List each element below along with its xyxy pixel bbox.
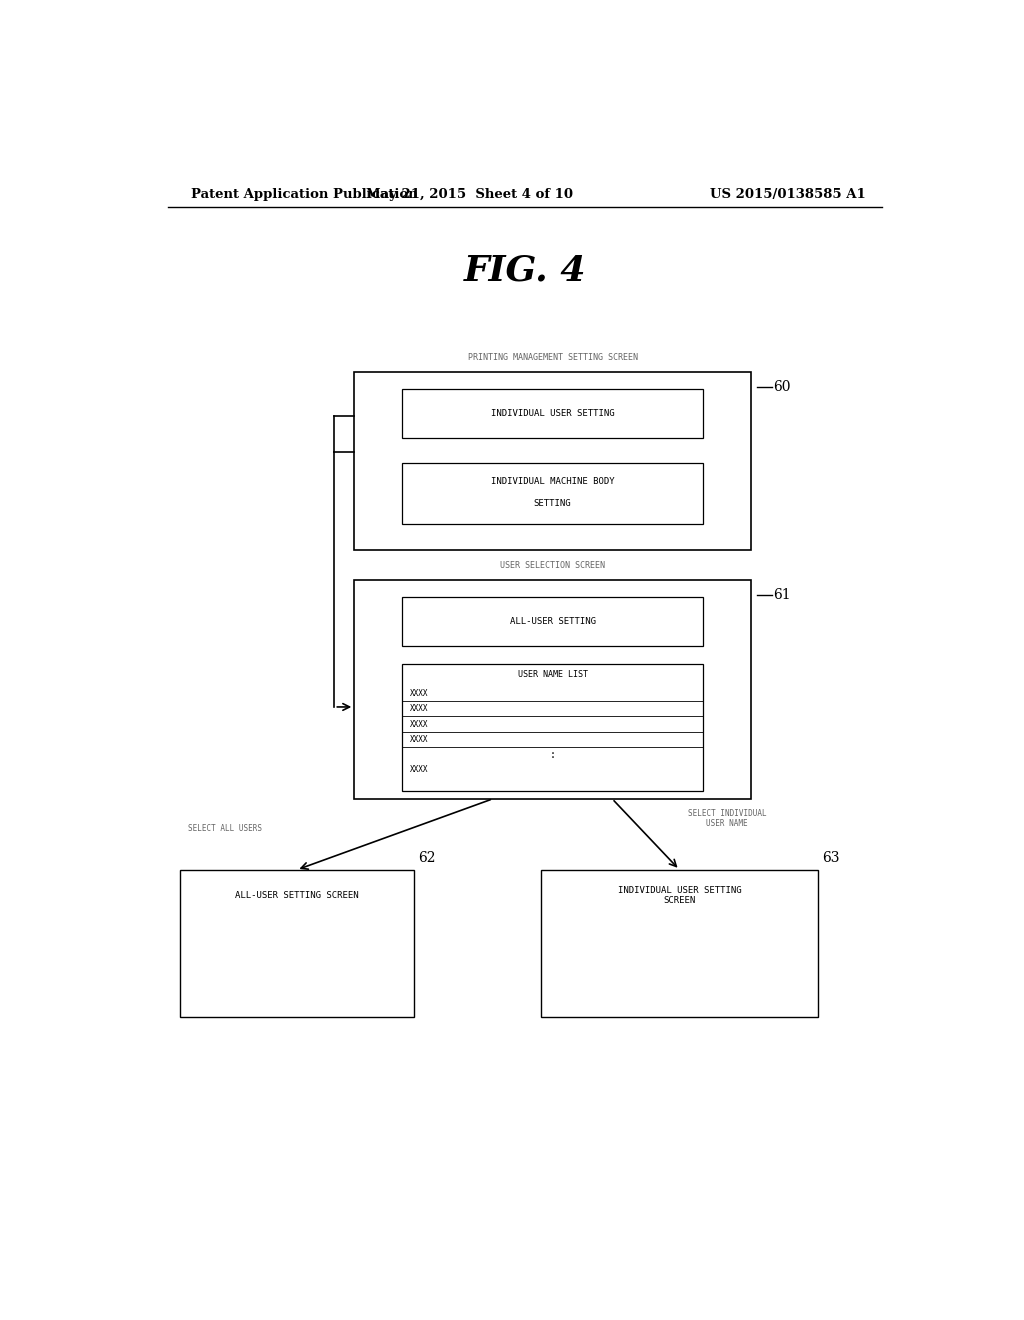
Text: XXXX: XXXX	[410, 705, 428, 713]
Bar	[354, 581, 751, 799]
Bar	[401, 701, 703, 717]
Bar	[401, 717, 703, 731]
Bar	[541, 870, 818, 1018]
Text: FIG. 4: FIG. 4	[464, 253, 586, 288]
Bar	[354, 372, 751, 549]
Text: INDIVIDUAL USER SETTING
SCREEN: INDIVIDUAL USER SETTING SCREEN	[617, 886, 741, 906]
Text: 60: 60	[773, 380, 791, 395]
Text: ALL-USER SETTING: ALL-USER SETTING	[510, 618, 596, 627]
Bar	[401, 762, 703, 777]
Bar	[401, 389, 703, 438]
Text: XXXX: XXXX	[410, 719, 428, 729]
Text: INDIVIDUAL MACHINE BODY: INDIVIDUAL MACHINE BODY	[490, 477, 614, 486]
Text: May 21, 2015  Sheet 4 of 10: May 21, 2015 Sheet 4 of 10	[366, 189, 572, 202]
Text: USER NAME LIST: USER NAME LIST	[517, 671, 588, 680]
Bar	[401, 664, 703, 791]
Text: 63: 63	[822, 850, 840, 865]
Text: 62: 62	[418, 850, 435, 865]
Bar	[401, 463, 703, 524]
Text: PRINTING MANAGEMENT SETTING SCREEN: PRINTING MANAGEMENT SETTING SCREEN	[468, 352, 638, 362]
Bar	[401, 598, 703, 647]
Text: ALL-USER SETTING SCREEN: ALL-USER SETTING SCREEN	[234, 891, 358, 900]
Text: USER SELECTION SCREEN: USER SELECTION SCREEN	[500, 561, 605, 570]
Text: SELECT INDIVIDUAL
USER NAME: SELECT INDIVIDUAL USER NAME	[688, 809, 767, 828]
Text: Patent Application Publication: Patent Application Publication	[191, 189, 418, 202]
Text: SELECT ALL USERS: SELECT ALL USERS	[188, 824, 262, 833]
Text: SETTING: SETTING	[534, 499, 571, 508]
Text: XXXX: XXXX	[410, 689, 428, 698]
Text: INDIVIDUAL USER SETTING: INDIVIDUAL USER SETTING	[490, 409, 614, 418]
Text: US 2015/0138585 A1: US 2015/0138585 A1	[711, 189, 866, 202]
Bar	[401, 731, 703, 747]
Text: XXXX: XXXX	[410, 766, 428, 775]
Text: XXXX: XXXX	[410, 735, 428, 743]
Text: 61: 61	[773, 589, 791, 602]
Text: :: :	[550, 750, 555, 759]
Bar	[179, 870, 414, 1018]
Bar	[401, 686, 703, 701]
